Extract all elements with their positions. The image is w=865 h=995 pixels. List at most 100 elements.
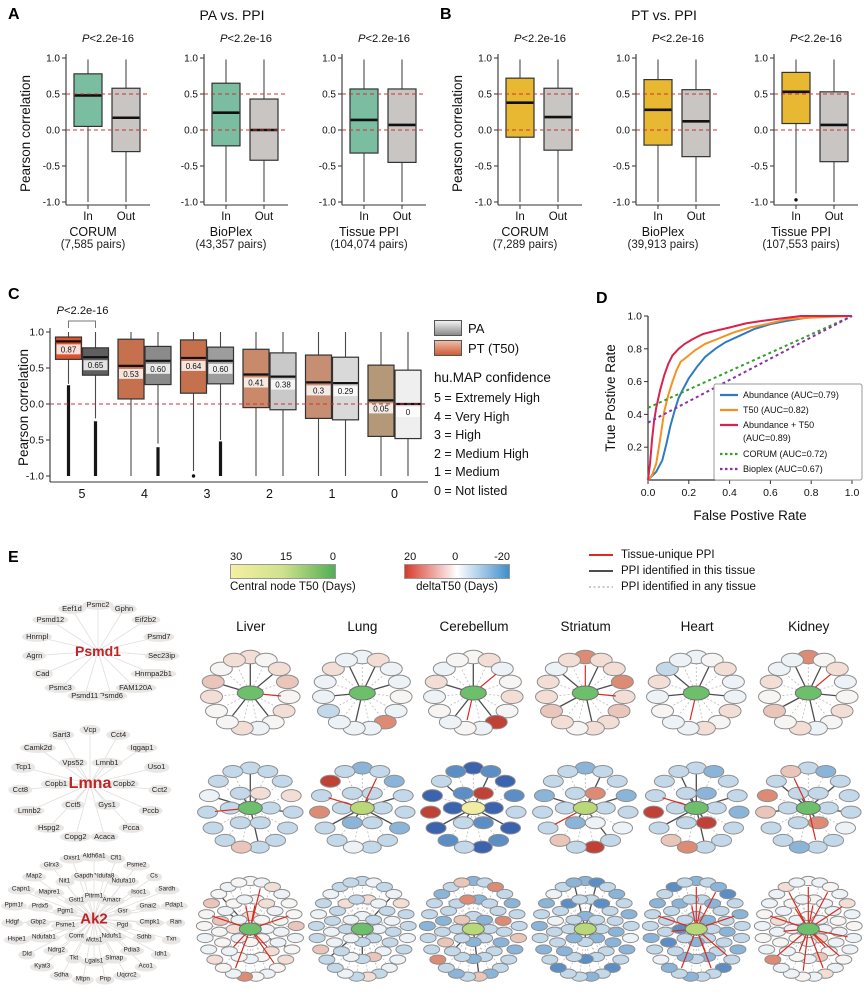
box [211,82,241,147]
network-node [811,914,829,925]
network-node [277,821,299,835]
network-node [710,881,728,893]
edge-any-tissue [351,793,363,809]
network-node [564,816,586,830]
network-node [333,764,355,778]
network-ak2-lung [307,875,417,982]
gene-label: Pdia3 [119,946,144,956]
network-node [780,764,802,778]
network-node [272,926,290,937]
boxplot-svg: P<2.2e-16 1.0 0.5 0.0 -0.5 -1.0 In Out [319,33,426,223]
cluster-spoke [93,918,106,981]
roc-curve [647,315,852,481]
y-tick-label: 1.0 [616,54,630,65]
network-node [833,674,857,690]
network-node [277,689,301,705]
network-node [615,898,633,909]
median-label-bg [396,407,420,417]
y-tick-label: 0.5 [478,90,492,101]
network-psmd1-striatum [534,649,636,736]
gene-label: Vps52 [58,758,88,769]
network-node [395,944,413,955]
x-tick-label: 0.2 [681,487,696,499]
cluster-spoke [93,918,147,968]
x-cat-label: Out [549,211,568,223]
confidence-item: 0 = Not listed [434,483,508,498]
network-node [532,909,550,920]
gene-label: Cmpk1 [135,918,164,928]
gene-label: Pdap1 [161,901,188,911]
network-node [777,801,799,815]
network-node [676,914,694,925]
network-node [394,805,416,819]
network-node [608,888,626,900]
network-node [435,915,453,926]
network-ak2-liver [195,875,305,982]
network-node [806,840,828,854]
network-node [643,805,665,819]
network-node [327,714,351,730]
ppi-legend-row: PPI identified in this tissue [588,563,756,579]
confidence-title: hu.MAP confidence [434,370,551,385]
network-row-lmna [195,751,865,864]
y-tick-label: 0.6 [627,376,642,388]
network-node [728,805,750,819]
network-node [648,674,672,690]
network-node [612,689,636,705]
network-node [494,774,516,788]
network-node [489,905,507,917]
edge-any-tissue [696,807,735,829]
network-node [662,714,686,730]
network-node [651,703,675,719]
box [505,77,535,138]
panel-b-label: B [440,6,452,23]
network-node [383,774,405,788]
cluster-ak2: Aldh6a1 Cfl1 Psme2 Cs Sardh Pdap1 Ran Txn Idh1 Ac… [0,843,192,995]
x-cat-label: In [653,211,663,223]
edge-any-tissue [574,793,586,809]
network-node [830,703,854,719]
network-node [607,703,631,719]
gene-label: Gnai2 [135,902,161,912]
network-node [549,833,571,847]
boxplot-bioplex: P<2.2e-16 1.0 0.5 0.0 -0.5 -1.0 In Out BioPlex (3… [600,28,726,251]
network-node [660,833,682,847]
network-node [794,894,812,905]
y-tick-label: -1.0 [181,198,199,209]
network-node [661,962,679,973]
boxplot-tissue-ppi: P<2.2e-16 1.0 0.5 0.0 -0.5 -1.0 In Out Tissue PP… [738,28,864,251]
network-node [824,905,842,917]
edge-any-tissue [584,807,623,829]
central-node [796,922,820,936]
network-node [342,840,364,854]
network-node [195,920,213,932]
network-node [275,674,299,690]
network-node [768,926,786,937]
network-node [764,954,782,965]
y-tick-label: -1.0 [613,198,631,209]
network-node [219,801,241,815]
panel-c-plot: 1.0 0.5 0.0 -0.5 -1.0 0.87 0.65 5 0.53 0.60 4 0.64 0… [10,292,434,506]
network-psmd1-heart [646,649,747,736]
network-node [496,888,514,900]
network-node [271,774,293,788]
median-label: 0.05 [373,404,389,413]
network-node [574,761,596,775]
gene-label: Cct4 [106,729,131,740]
network-lmna-kidney [755,761,862,854]
network-psmd1-liver [200,649,301,736]
confidence-item: 2 = Medium High [434,446,529,461]
network-node [258,898,276,909]
network-node [308,932,326,944]
median-label: 0.38 [275,381,291,390]
ppi-legend-label: Tissue-unique PPI [621,549,715,561]
network-node [583,840,605,854]
gene-label: Ppm1f [0,901,27,911]
network-node [500,689,524,705]
edge-this-tissue [584,882,598,930]
y-axis-label: True Postive Rate [603,344,618,452]
network-row-psmd1 [195,637,865,749]
network-node [845,920,863,932]
network-node [642,932,660,944]
cluster-spoke [93,905,175,920]
